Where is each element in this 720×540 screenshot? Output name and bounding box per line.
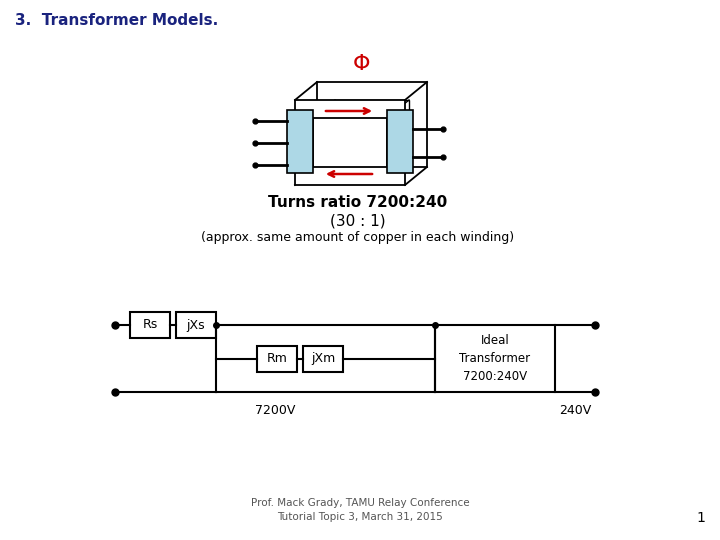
Text: $\Phi$: $\Phi$ bbox=[352, 54, 370, 74]
Polygon shape bbox=[295, 100, 405, 185]
Bar bbox=[130, 312, 170, 338]
Text: (30 : 1): (30 : 1) bbox=[330, 213, 386, 228]
Text: 7200V: 7200V bbox=[255, 404, 295, 417]
Text: 240V: 240V bbox=[559, 404, 591, 417]
Text: 3.  Transformer Models.: 3. Transformer Models. bbox=[15, 13, 218, 28]
Bar bbox=[287, 110, 313, 173]
Text: Rm: Rm bbox=[267, 352, 288, 365]
Text: jXm: jXm bbox=[311, 352, 336, 365]
Text: Ideal
Transformer
7200:240V: Ideal Transformer 7200:240V bbox=[459, 334, 531, 383]
Text: Rs: Rs bbox=[143, 319, 158, 332]
Text: (approx. same amount of copper in each winding): (approx. same amount of copper in each w… bbox=[202, 231, 515, 244]
Bar bbox=[303, 346, 343, 372]
Bar bbox=[387, 110, 413, 173]
Bar bbox=[176, 312, 216, 338]
Text: 1: 1 bbox=[696, 511, 705, 525]
Text: jXs: jXs bbox=[186, 319, 205, 332]
Text: Prof. Mack Grady, TAMU Relay Conference
Tutorial Topic 3, March 31, 2015: Prof. Mack Grady, TAMU Relay Conference … bbox=[251, 497, 469, 522]
Polygon shape bbox=[313, 118, 387, 167]
Text: Turns ratio 7200:240: Turns ratio 7200:240 bbox=[269, 195, 448, 210]
Bar bbox=[435, 325, 555, 392]
Bar bbox=[257, 346, 297, 372]
